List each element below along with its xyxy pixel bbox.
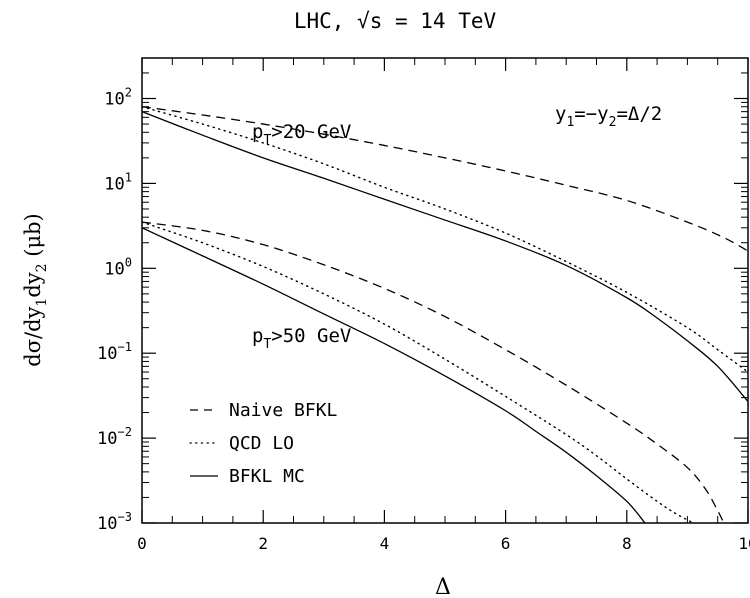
series-line-dotted-pt50 bbox=[141, 221, 695, 524]
x-tick-label: 8 bbox=[622, 534, 632, 553]
series-line-solid-pt50 bbox=[141, 227, 646, 524]
series-line-dashed-pt50 bbox=[141, 221, 725, 524]
x-tick-label: 6 bbox=[501, 534, 511, 553]
series-line-solid-pt20 bbox=[141, 111, 749, 402]
series-layer bbox=[141, 106, 749, 524]
legend-label: BFKL MC bbox=[229, 466, 305, 487]
series-line-dotted-pt20 bbox=[141, 106, 749, 373]
y-axis-ticks: 10−3 10−2 10−1 100 101 102 bbox=[97, 57, 748, 534]
y-tick-label: 10−3 bbox=[97, 510, 132, 534]
annotation-rapidity: y1=−y2=Δ/2 bbox=[555, 103, 662, 130]
x-axis-label: Δ bbox=[435, 575, 451, 598]
y-tick-label: 10−2 bbox=[97, 425, 132, 449]
annotation-pt20: pT>20 GeV bbox=[252, 121, 351, 148]
x-tick-label: 10 bbox=[738, 534, 750, 553]
series-line-dashed-pt20 bbox=[141, 106, 749, 252]
legend-label: Naive BFKL bbox=[229, 400, 338, 421]
y-axis-label: dσ/dy1dy2 (μb) bbox=[21, 213, 50, 366]
annotation-pt50: pT>50 GeV bbox=[252, 325, 351, 352]
y-tick-label: 102 bbox=[104, 86, 132, 110]
x-axis-ticks: 0 2 4 6 8 10 bbox=[137, 58, 750, 553]
x-tick-label: 2 bbox=[258, 534, 268, 553]
x-tick-label: 4 bbox=[380, 534, 390, 553]
legend: Naive BFKL QCD LO BFKL MC bbox=[189, 400, 338, 487]
y-tick-label: 100 bbox=[104, 255, 132, 279]
y-tick-label: 101 bbox=[104, 170, 132, 194]
chart-title: LHC, √s = 14 TeV bbox=[294, 9, 497, 33]
y-tick-label: 10−1 bbox=[97, 340, 132, 364]
x-tick-label: 0 bbox=[137, 534, 147, 553]
legend-label: QCD LO bbox=[229, 433, 294, 454]
